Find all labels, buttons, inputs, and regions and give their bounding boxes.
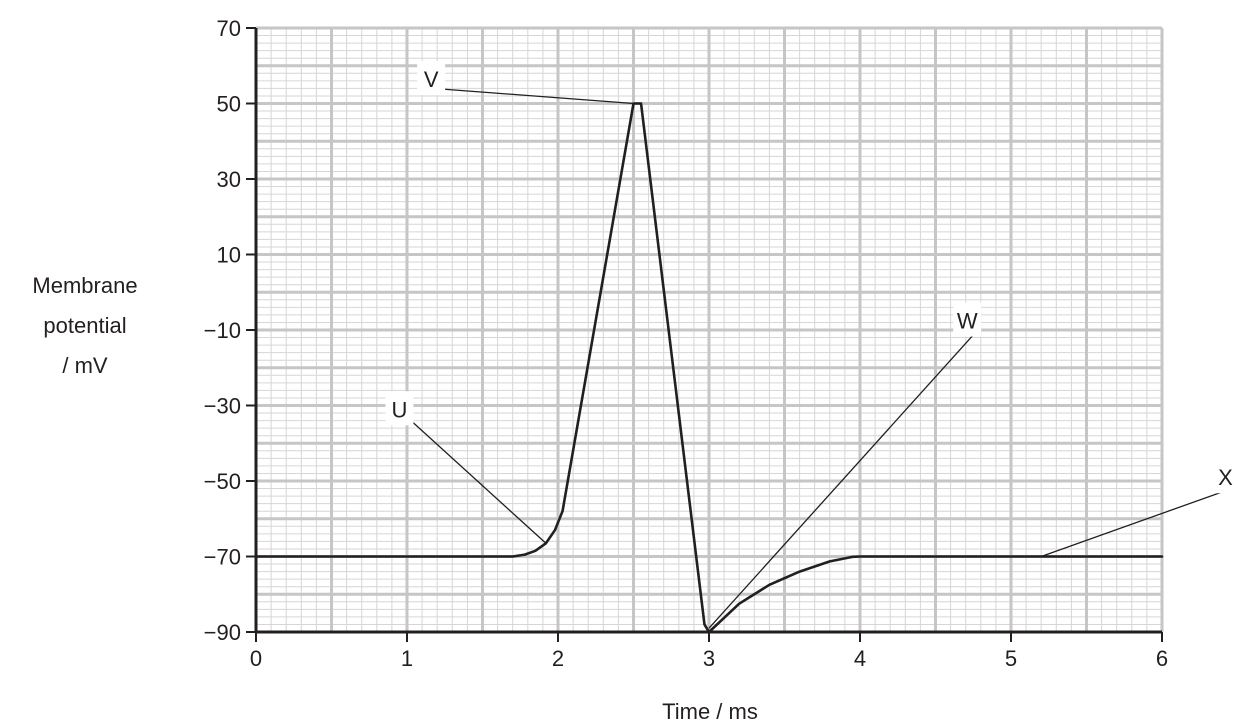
annotation-leader-v bbox=[441, 88, 634, 105]
y-tick-label: 50 bbox=[217, 92, 241, 117]
annotation-leader-u bbox=[409, 418, 547, 544]
y-axis-title-line-1: Membrane bbox=[32, 273, 137, 298]
x-tick-label: 4 bbox=[854, 646, 866, 671]
annotations: V U W X bbox=[385, 60, 1240, 629]
x-tick-label: 2 bbox=[552, 646, 564, 671]
y-tick-label: −50 bbox=[204, 469, 241, 494]
x-tick-label: 5 bbox=[1005, 646, 1017, 671]
y-tick-label: −90 bbox=[204, 620, 241, 645]
annotation-leader-w bbox=[708, 330, 978, 629]
annotation-label-w: W bbox=[957, 309, 978, 334]
annotation-bg-w bbox=[953, 302, 982, 337]
membrane-potential-line bbox=[254, 102, 1164, 634]
series-layer bbox=[254, 102, 1164, 634]
x-tick-label: 0 bbox=[250, 646, 262, 671]
annotation-label-x: X bbox=[1218, 465, 1233, 490]
x-tick-label: 1 bbox=[401, 646, 413, 671]
annotation-bg-u bbox=[385, 391, 414, 426]
x-tick-label: 6 bbox=[1156, 646, 1168, 671]
y-tick-label: −70 bbox=[204, 545, 241, 570]
x-axis-title: Time / ms bbox=[662, 699, 758, 724]
annotation-label-u: U bbox=[392, 397, 408, 422]
y-tick-label: 30 bbox=[217, 167, 241, 192]
y-tick-label: 70 bbox=[217, 16, 241, 41]
y-tick-label: 10 bbox=[217, 243, 241, 268]
annotation-leader-x bbox=[1040, 486, 1236, 558]
annotation-bg-x bbox=[1211, 459, 1240, 494]
x-tick-label: 3 bbox=[703, 646, 715, 671]
ticks: 0 1 2 3 4 5 6 70 50 30 10 −10 −30 −50 −70 −90 bbox=[204, 16, 1168, 671]
y-axis-title-line-3: / mV bbox=[62, 353, 108, 378]
annotation-label-v: V bbox=[424, 67, 439, 92]
y-tick-label: −10 bbox=[204, 318, 241, 343]
y-tick-label: −30 bbox=[204, 394, 241, 419]
y-axis-title-line-2: potential bbox=[43, 313, 126, 338]
annotation-bg-v bbox=[417, 60, 446, 95]
